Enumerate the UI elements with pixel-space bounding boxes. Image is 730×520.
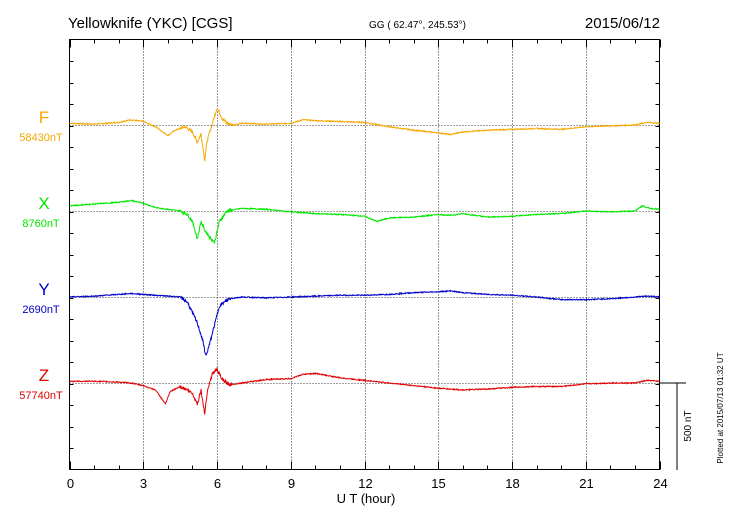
component-labels: F 58430nT X 8760nT Y 2690nT Z 57740nT (19, 108, 63, 402)
x-tick-label-9: 9 (288, 476, 295, 491)
component-label-X: X (38, 194, 49, 213)
plotted-timestamp: Plotted at 2015/07/13 01:32 UT (716, 352, 725, 463)
plot-frame (69, 39, 660, 470)
x-tick-label-12: 12 (358, 476, 372, 491)
station-title: Yellowknife (YKC) [CGS] (68, 15, 233, 32)
x-tick-labels: 0 3 6 9 12 15 18 21 24 (67, 476, 668, 491)
baselines (69, 125, 660, 384)
baseline-value-Y: 2690nT (22, 304, 60, 316)
scale-bar: 500 nT (660, 382, 694, 470)
x-tick-label-15: 15 (431, 476, 445, 491)
x-tick-label-6: 6 (214, 476, 221, 491)
series-lines (69, 108, 660, 415)
x-tick-label-18: 18 (505, 476, 519, 491)
series-Z-line (69, 367, 660, 415)
scale-bar-label: 500 nT (683, 410, 694, 441)
component-label-Y: Y (38, 280, 49, 299)
x-tick-label-21: 21 (579, 476, 593, 491)
series-F-line (69, 108, 660, 162)
x-axis-label: U T (hour) (337, 491, 396, 506)
baseline-value-F: 58430nT (19, 132, 63, 144)
x-tick-label-0: 0 (67, 476, 74, 491)
geographic-coords: GG ( 62.47°, 245.53°) (369, 20, 466, 31)
plot-date: 2015/06/12 (585, 15, 660, 32)
baseline-value-Z: 57740nT (19, 390, 63, 402)
vertical-grid (143, 39, 587, 470)
x-tick-label-24: 24 (653, 476, 667, 491)
component-label-Z: Z (39, 366, 49, 385)
x-tick-label-3: 3 (140, 476, 147, 491)
component-label-F: F (39, 108, 49, 127)
series-X-line (69, 199, 660, 244)
axis-ticks (69, 39, 661, 470)
series-Y-line (69, 289, 660, 356)
baseline-value-X: 8760nT (22, 218, 60, 230)
